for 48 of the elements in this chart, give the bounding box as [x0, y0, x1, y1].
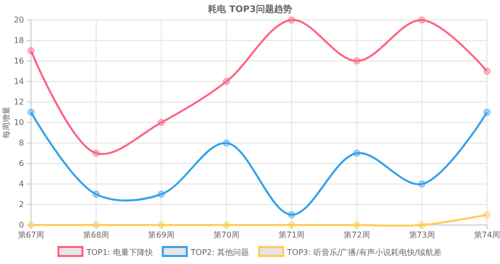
legend-label: TOP2: 其他问题 — [190, 248, 250, 257]
point — [27, 108, 35, 116]
point — [92, 221, 100, 229]
point — [353, 221, 360, 229]
point — [92, 150, 100, 157]
y-tick-label: 6 — [18, 159, 24, 168]
point — [483, 108, 491, 116]
x-tick-label: 第73周 — [408, 230, 435, 240]
point — [222, 139, 230, 147]
x-tick-label: 第72周 — [344, 230, 370, 240]
point — [27, 221, 35, 229]
point — [92, 190, 100, 198]
y-tick-label: 8 — [18, 138, 24, 148]
legend-label: TOP3: 听音乐/广播/有声小说耗电快/续航差 — [286, 248, 442, 257]
x-tick-label: 第67周 — [18, 230, 44, 240]
point — [158, 221, 165, 229]
y-tick-label: 12 — [14, 98, 24, 107]
point — [158, 190, 165, 198]
y-tick-label: 4 — [18, 180, 24, 189]
y-tick-label: 2 — [18, 200, 24, 210]
point — [483, 211, 491, 218]
chart-title: 耗电 TOP3问题趋势 — [207, 4, 292, 15]
point — [353, 57, 360, 65]
point — [222, 78, 230, 86]
x-tick-label: 第69周 — [148, 230, 174, 240]
y-tick-label: 10 — [14, 118, 24, 128]
y-axis-title: 每周增量 — [2, 106, 11, 138]
point — [418, 221, 426, 229]
point — [353, 150, 360, 157]
y-tick-label: 18 — [14, 36, 24, 46]
point — [288, 211, 296, 218]
legend-label: TOP1: 电量下降快 — [85, 248, 153, 257]
x-tick-label: 第68周 — [83, 230, 110, 240]
y-tick-label: 0 — [18, 220, 24, 230]
point — [27, 47, 35, 54]
x-tick-label: 第71周 — [278, 230, 305, 240]
x-tick-label: 第70周 — [213, 230, 240, 240]
y-tick-label: 14 — [14, 77, 24, 86]
point — [222, 221, 230, 229]
y-tick-label: 16 — [14, 56, 24, 66]
y-tick-label: 20 — [14, 16, 24, 25]
point — [418, 180, 426, 188]
point — [288, 16, 296, 24]
point — [483, 68, 491, 75]
point — [158, 118, 165, 126]
x-tick-label: 第74周 — [474, 230, 500, 240]
point — [288, 221, 296, 229]
point — [418, 16, 426, 24]
